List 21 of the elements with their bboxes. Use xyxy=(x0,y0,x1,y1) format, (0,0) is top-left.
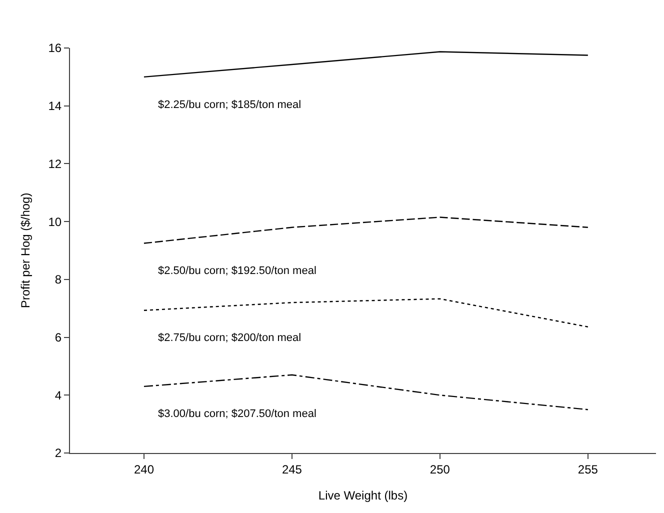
text: $2.75/bu corn; $200/ton meal xyxy=(158,332,302,344)
y-tick-label: 16 xyxy=(48,41,62,56)
x-axis-title: Live Weight (lbs) xyxy=(318,488,408,502)
y-axis-title: Profit per Hog ($/hog) xyxy=(18,192,33,308)
y-tick-label: 6 xyxy=(54,330,62,344)
text: $2.50/bu corn; $192.50/ton meal xyxy=(158,265,316,277)
y-tick-label: 2 xyxy=(54,446,62,460)
line-series xyxy=(143,51,589,78)
x-tick-label: 250 xyxy=(430,462,450,476)
y-tick-label: 10 xyxy=(48,214,62,229)
text: $3.00/bu corn; $207.50/ton meal xyxy=(158,408,316,420)
line-series xyxy=(143,298,589,328)
y-tick-label: 12 xyxy=(48,156,62,171)
y-tick-label: 14 xyxy=(48,99,62,114)
x-tick-label: 245 xyxy=(282,462,302,476)
y-tick-label: 4 xyxy=(54,388,62,402)
x-tick-label: 255 xyxy=(578,462,598,476)
text: $2.25/bu corn; $185/ton meal xyxy=(158,99,302,111)
y-tick-label: 8 xyxy=(54,272,62,287)
x-tick-label: 240 xyxy=(134,462,154,476)
line-series xyxy=(143,374,589,410)
